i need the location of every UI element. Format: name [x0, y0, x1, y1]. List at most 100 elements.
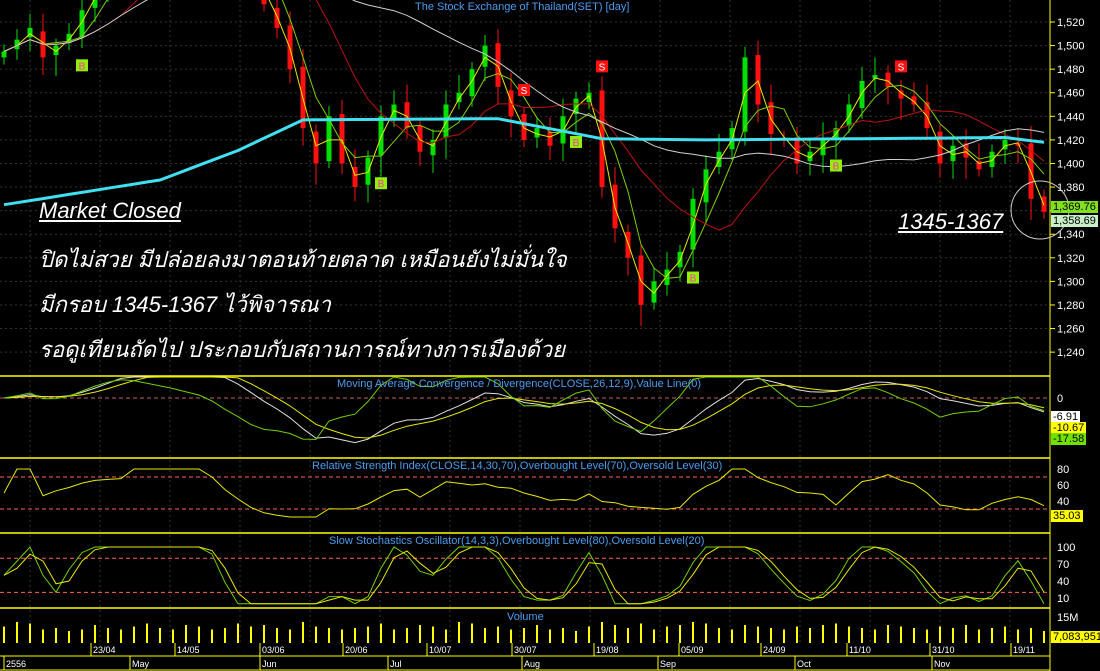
- macd-histogram-line: [3, 376, 1045, 440]
- candle-body: [755, 55, 761, 105]
- candle-body: [508, 90, 514, 117]
- volume-bar: [770, 628, 772, 643]
- date-tick-label: 14/05: [177, 645, 200, 655]
- volume-bar: [965, 625, 967, 643]
- volume-bar: [81, 629, 83, 643]
- volume-bar: [575, 631, 577, 643]
- date-tick-label: 24/09: [763, 645, 786, 655]
- price-tick-label: 1,340: [1057, 229, 1085, 241]
- candle: [1, 44, 7, 65]
- volume-bar: [692, 622, 694, 643]
- volume-bar: [263, 625, 265, 643]
- volume-bar: [861, 628, 863, 643]
- price-tick-label: 1,320: [1057, 253, 1085, 265]
- volume-bar: [302, 622, 304, 643]
- candle: [313, 124, 319, 185]
- candle: [339, 99, 345, 175]
- volume-bar: [744, 625, 746, 643]
- price-tick-label: 1,240: [1057, 347, 1085, 359]
- date-tick-label: 20/06: [345, 645, 368, 655]
- candle: [898, 79, 904, 120]
- volume-bar: [718, 628, 720, 643]
- candle: [417, 118, 423, 166]
- volume-bar: [354, 628, 356, 643]
- macd-title: Moving Average Convergence / Divergence(…: [337, 378, 702, 390]
- candle: [326, 105, 332, 169]
- candle: [547, 117, 553, 160]
- ma-long-line: [3, 117, 1045, 207]
- candle-body: [339, 113, 345, 164]
- rsi-tick-label: 80: [1057, 464, 1069, 476]
- candle-body: [833, 128, 839, 138]
- price-tick-label: 1,520: [1057, 17, 1085, 29]
- candle: [989, 144, 995, 178]
- volume-bar: [276, 628, 278, 643]
- candle-body: [950, 145, 956, 162]
- candle: [625, 224, 631, 276]
- volume-value-tag: 7,083,951: [1051, 631, 1100, 643]
- candle: [911, 82, 917, 112]
- rsi-value-tag: 35.03: [1051, 510, 1083, 522]
- ma-slow-line: [3, 0, 1045, 231]
- stoch-title: Slow Stochastics Oscillator(14,3,3),Over…: [329, 535, 705, 547]
- price-tick-label: 1,480: [1057, 64, 1085, 76]
- volume-bar: [939, 626, 941, 643]
- volume-bar: [588, 626, 590, 643]
- candle-body: [417, 125, 423, 152]
- candle: [92, 0, 98, 22]
- volume-bar: [29, 623, 31, 643]
- macd-tick-label: 0: [1057, 393, 1063, 405]
- candle-body: [664, 269, 670, 285]
- buy-signal-label: B: [79, 61, 86, 72]
- date-tick-label: 31/10: [932, 645, 955, 655]
- volume-bar: [653, 629, 655, 643]
- volume-bar: [55, 628, 57, 643]
- candle: [14, 29, 20, 60]
- buy-signal-label: B: [833, 162, 840, 173]
- price-tick-label: 1,500: [1057, 41, 1085, 53]
- candle-body: [846, 104, 852, 126]
- candle-body: [92, 0, 98, 8]
- candle-body: [703, 169, 709, 203]
- volume-bar: [835, 623, 837, 643]
- buy-signal-marker: [375, 177, 387, 190]
- stoch-tick-label: 100: [1057, 542, 1075, 554]
- volume-bar: [848, 626, 850, 643]
- volume-tick-label: 15M: [1057, 612, 1078, 624]
- candle: [885, 65, 891, 105]
- comment-line-3: รอดูเทียนถัดไป ประกอบกับสถานการณ์ทางการเ…: [39, 337, 566, 362]
- candle: [404, 84, 410, 139]
- candle-body: [924, 102, 930, 129]
- volume-bar: [822, 625, 824, 643]
- candle: [612, 167, 618, 243]
- candle: [456, 75, 462, 110]
- candle: [365, 150, 371, 203]
- buy-signal-marker: [76, 59, 88, 72]
- volume-bar: [16, 622, 18, 643]
- candle-body: [807, 151, 813, 162]
- volume-bar: [211, 629, 213, 643]
- sell-signal-label: S: [898, 62, 905, 73]
- volume-bar: [471, 623, 473, 643]
- sell-signal-label: S: [599, 62, 606, 73]
- price-tick-label: 1,380: [1057, 182, 1085, 194]
- volume-bar: [666, 626, 668, 643]
- buy-signal-marker: [830, 159, 842, 172]
- volume-bar: [380, 623, 382, 643]
- volume-bar: [289, 629, 291, 643]
- volume-bar: [952, 628, 954, 643]
- candle-body: [859, 80, 865, 109]
- candle: [846, 93, 852, 133]
- volume-bar: [185, 625, 187, 643]
- candle: [508, 72, 514, 138]
- candle-body: [1015, 143, 1021, 146]
- candle: [1015, 129, 1021, 164]
- candle: [807, 137, 813, 176]
- volume-bar: [562, 628, 564, 643]
- volume-bar: [536, 625, 538, 643]
- candle-body: [534, 128, 540, 138]
- macd-value-tag: -6.91: [1051, 411, 1081, 423]
- rsi-line: [3, 468, 1045, 518]
- volume-bar: [172, 629, 174, 643]
- price-tick-label: 1,440: [1057, 111, 1085, 123]
